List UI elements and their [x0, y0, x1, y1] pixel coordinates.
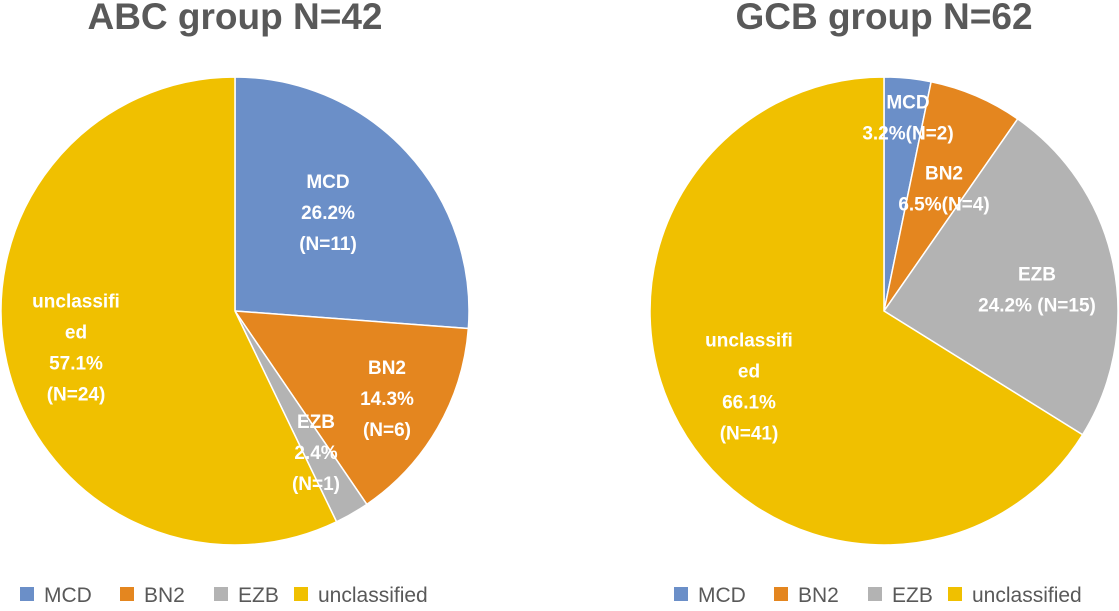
slice-label-line: EZB	[1018, 265, 1056, 286]
legend-label-unclassified: unclassified	[972, 584, 1082, 607]
pie-slice-ezb	[882, 117, 1119, 436]
slice-label-line: 26.2%	[301, 203, 355, 224]
pie-slice-bn2	[233, 310, 470, 506]
slice-label-line: 6.5%(N=4)	[898, 195, 989, 216]
legend-swatch-ezb	[868, 587, 882, 601]
slice-label-line: ed	[65, 323, 87, 344]
slice-label-line: 3.2%(N=2)	[862, 124, 953, 145]
pie-gcb	[649, 76, 1119, 546]
slice-label-bn2: BN2 14.3% (N=6)	[360, 358, 414, 441]
slice-label-line: BN2	[925, 164, 963, 185]
pie-abc	[0, 76, 470, 546]
slice-labels-gcb: MCD 3.2%(N=2) BN2 6.5%(N=4) EZB 24.2% (N=15) u…	[705, 93, 1096, 445]
legend-label-bn2: BN2	[798, 584, 839, 607]
slice-label-line: (N=24)	[47, 385, 106, 406]
legend-swatch-bn2	[774, 587, 788, 601]
legend-swatch-unclassified	[294, 587, 308, 601]
slice-label-line: EZB	[297, 412, 335, 433]
slice-label-line: ed	[738, 362, 760, 383]
slice-label-mcd: MCD 3.2%(N=2)	[862, 93, 953, 145]
pie-slice-mcd	[234, 76, 470, 330]
slice-label-line: (N=41)	[720, 424, 779, 445]
legend-swatch-mcd	[20, 587, 34, 601]
chart-gcb: GCB group N=62 MCD 3.2%(N=2) BN2 6.5%(N=4) E…	[649, 0, 1119, 607]
legend-label-ezb: EZB	[238, 584, 279, 607]
slice-label-line: MCD	[306, 172, 349, 193]
legend-label-bn2: BN2	[144, 584, 185, 607]
legend-label-unclassified: unclassified	[318, 584, 428, 607]
slice-label-unclassified: unclassifi ed 66.1% (N=41)	[705, 331, 793, 445]
legend-label-mcd: MCD	[698, 584, 746, 607]
slice-label-ezb: EZB 24.2% (N=15)	[978, 265, 1096, 317]
legend-gcb: MCD BN2 EZB unclassified	[674, 584, 1082, 607]
slice-label-bn2: BN2 6.5%(N=4)	[898, 164, 989, 216]
slice-label-line: (N=1)	[292, 474, 340, 495]
slice-label-line: (N=6)	[363, 420, 411, 441]
slice-label-line: (N=11)	[299, 234, 357, 255]
chart-title-gcb: GCB group N=62	[735, 0, 1032, 37]
chart-title-abc: ABC group N=42	[87, 0, 382, 37]
legend-swatch-ezb	[214, 587, 228, 601]
legend-label-ezb: EZB	[892, 584, 933, 607]
slice-label-line: MCD	[886, 93, 929, 114]
legend-swatch-unclassified	[948, 587, 962, 601]
slice-labels-abc: MCD 26.2% (N=11) BN2 14.3% (N=6) EZB 2.4% (N=1) u…	[32, 172, 414, 495]
legend-swatch-bn2	[120, 587, 134, 601]
legend-label-mcd: MCD	[44, 584, 92, 607]
chart-abc: ABC group N=42 MCD 26.2% (N=11) BN2 14.3% (N=…	[0, 0, 470, 607]
slice-label-unclassified: unclassifi ed 57.1% (N=24)	[32, 292, 120, 406]
slice-label-line: unclassifi	[705, 331, 793, 352]
slice-label-line: 66.1%	[722, 393, 776, 414]
slice-label-line: 57.1%	[49, 354, 103, 375]
slice-label-line: 24.2% (N=15)	[978, 296, 1096, 317]
legend-abc: MCD BN2 EZB unclassified	[20, 584, 428, 607]
slice-label-ezb: EZB 2.4% (N=1)	[292, 412, 340, 495]
slice-label-line: 2.4%	[294, 443, 337, 464]
legend-swatch-mcd	[674, 587, 688, 601]
slice-label-mcd: MCD 26.2% (N=11)	[299, 172, 357, 255]
pie-slice-unclassified	[649, 76, 1084, 546]
slice-label-line: 14.3%	[360, 389, 414, 410]
slice-label-line: unclassifi	[32, 292, 120, 313]
pie-slice-unclassified	[0, 76, 338, 546]
slice-label-line: BN2	[368, 358, 406, 379]
